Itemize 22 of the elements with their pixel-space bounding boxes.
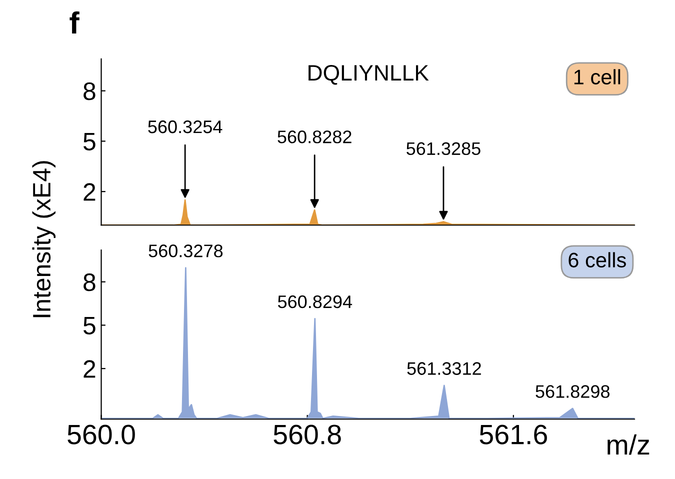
x-tick-label: 561.6 [480, 424, 547, 444]
annotation: 561.3285 [406, 142, 480, 156]
y-tick-label: 2 [84, 183, 96, 201]
annotation: 560.8294 [278, 295, 352, 308]
y-tick-label: 5 [83, 133, 96, 150]
annotation: 561.3312 [407, 362, 481, 375]
annotation: 561.8298 [536, 385, 610, 398]
annotation: 560.3254 [148, 120, 222, 134]
y-tick-label: 8 [84, 82, 96, 100]
y-tick-label: 2 [84, 360, 96, 378]
annotation: 560.8282 [278, 130, 352, 144]
chart-title: DQLIYNLLK [308, 64, 429, 85]
y-tick-label: 8 [84, 273, 96, 292]
x-tick-label: 560.8 [274, 424, 341, 444]
y-tick-label: 5 [83, 317, 96, 334]
text: f [70, 11, 80, 34]
x-axis-title: m/z [608, 434, 650, 455]
annotation: 560.3278 [148, 244, 223, 258]
x-tick-label: 560.0 [68, 424, 135, 444]
annotation: 6 cells [568, 252, 626, 268]
annotation: 1 cell [574, 69, 620, 84]
y-axis-title: Intensity (xE4) [32, 161, 56, 318]
